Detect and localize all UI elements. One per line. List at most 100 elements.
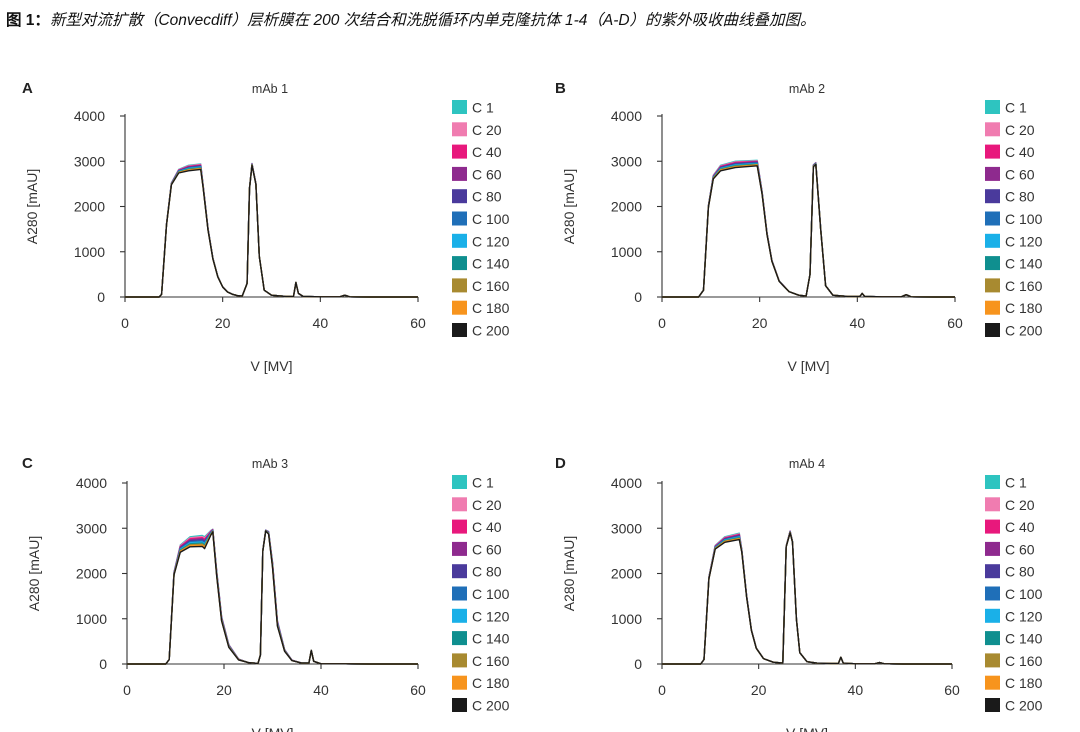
legend-label: C 180 xyxy=(472,675,510,691)
series-line-c100 xyxy=(662,162,955,298)
x-tick-label: 60 xyxy=(410,682,426,698)
series-line-c80 xyxy=(662,161,955,298)
y-axis-label: A280 [mAU] xyxy=(24,169,40,244)
x-tick-label: 0 xyxy=(123,682,131,698)
figure-caption: 图 1：新型对流扩散（Convecdiff）层析膜在 200 次结合和洗脱循环内… xyxy=(6,8,816,30)
legend-swatch xyxy=(452,631,467,646)
legend-label: C 80 xyxy=(1005,564,1035,580)
legend-swatch xyxy=(985,475,1000,489)
legend-label: C 20 xyxy=(1005,497,1035,513)
series-line-c1 xyxy=(662,159,955,298)
legend-swatch xyxy=(452,166,467,181)
x-axis-label: V [MV] xyxy=(787,358,829,374)
x-tick-label: 60 xyxy=(410,315,426,331)
legend-label: C 200 xyxy=(472,698,510,714)
legend-swatch xyxy=(452,323,467,337)
legend-label: C 100 xyxy=(472,211,510,227)
x-tick-label: 20 xyxy=(752,315,768,331)
legend-swatch xyxy=(985,323,1000,337)
legend-swatch xyxy=(452,675,467,690)
series-line-c140 xyxy=(125,164,418,298)
legend-label: C 20 xyxy=(1005,122,1035,138)
legend-swatch xyxy=(985,100,1000,114)
x-axis-label: V [MV] xyxy=(251,725,293,732)
panel-letter: C xyxy=(22,455,33,472)
legend-swatch xyxy=(985,541,1000,556)
x-tick-label: 0 xyxy=(658,682,666,698)
y-tick-label: 3000 xyxy=(74,153,105,169)
y-tick-label: 1000 xyxy=(611,244,642,260)
y-tick-label: 1000 xyxy=(76,611,107,627)
x-tick-label: 20 xyxy=(751,682,767,698)
legend-label: C 160 xyxy=(472,653,510,669)
legend-swatch xyxy=(452,300,467,315)
legend-label: C 100 xyxy=(472,586,510,602)
y-tick-label: 2000 xyxy=(611,199,642,215)
caption-text: 新型对流扩散（Convecdiff）层析膜在 200 次结合和洗脱循环内单克隆抗… xyxy=(49,12,816,29)
series-line-c120 xyxy=(125,163,418,298)
series-line-c20 xyxy=(662,160,955,298)
x-tick-label: 0 xyxy=(121,315,129,331)
x-tick-label: 20 xyxy=(216,682,232,698)
legend-label: C 180 xyxy=(1005,675,1043,691)
legend-label: C 120 xyxy=(1005,608,1043,624)
legend-label: C 140 xyxy=(1005,256,1043,272)
legend-label: C 140 xyxy=(472,256,510,272)
series-line-c60 xyxy=(662,161,955,298)
series-line-c100 xyxy=(125,163,418,298)
x-tick-label: 60 xyxy=(947,315,963,331)
x-tick-label: 40 xyxy=(313,682,329,698)
legend-swatch xyxy=(452,278,467,293)
series-line-c40 xyxy=(662,160,955,298)
legend-label: C 160 xyxy=(1005,653,1043,669)
legend-swatch xyxy=(985,519,1000,534)
legend-label: C 40 xyxy=(472,144,502,160)
series-line-c1 xyxy=(125,162,418,298)
legend-label: C 180 xyxy=(472,300,510,316)
y-tick-label: 2000 xyxy=(76,566,107,582)
legend-swatch xyxy=(452,608,467,623)
legend-label: C 200 xyxy=(1005,323,1043,339)
legend-label: C 120 xyxy=(472,608,510,624)
legend-label: C 160 xyxy=(472,278,510,294)
legend-swatch xyxy=(985,256,1000,271)
x-tick-label: 20 xyxy=(215,315,231,331)
legend-swatch xyxy=(452,100,467,114)
series-line-c140 xyxy=(662,163,955,298)
legend-swatch xyxy=(985,166,1000,181)
y-tick-label: 0 xyxy=(97,289,105,305)
legend: C 1 C 20 C 40 C 60 C 80 C 100 C 120 C 140 C 160 C… xyxy=(985,475,1043,714)
y-axis-label: A280 [mAU] xyxy=(561,169,577,244)
series-line-c180 xyxy=(125,164,418,298)
panel-letter: A xyxy=(22,80,33,97)
legend-swatch xyxy=(985,233,1000,248)
legend-swatch xyxy=(985,300,1000,315)
y-tick-label: 4000 xyxy=(611,108,642,124)
x-tick-label: 40 xyxy=(848,682,864,698)
series-line-c200 xyxy=(125,164,418,298)
caption-label: 图 1： xyxy=(6,12,50,29)
legend-swatch xyxy=(985,497,1000,512)
series-line-c120 xyxy=(662,162,955,298)
legend-label: C 1 xyxy=(1005,475,1027,491)
legend-label: C 140 xyxy=(472,631,510,647)
x-axis-label: V [MV] xyxy=(250,358,292,374)
x-tick-label: 60 xyxy=(944,682,960,698)
legend-swatch xyxy=(452,233,467,248)
series-line-c160 xyxy=(662,163,955,298)
legend-swatch xyxy=(985,586,1000,601)
panel-title: mAb 1 xyxy=(252,82,288,96)
legend-label: C 180 xyxy=(1005,300,1043,316)
y-tick-label: 0 xyxy=(634,289,642,305)
x-tick-label: 40 xyxy=(313,315,329,331)
y-tick-label: 1000 xyxy=(74,244,105,260)
legend-swatch xyxy=(452,519,467,534)
series-line-c80 xyxy=(125,163,418,298)
series-line-c200 xyxy=(127,530,418,665)
legend-label: C 160 xyxy=(1005,278,1043,294)
y-tick-label: 0 xyxy=(99,656,107,672)
